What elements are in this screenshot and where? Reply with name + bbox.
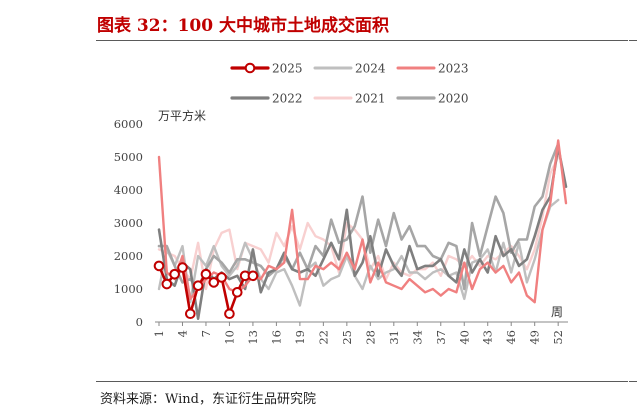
x-axis-unit-label: 周 bbox=[551, 305, 563, 319]
series-line-2022 bbox=[157, 145, 568, 321]
top-divider bbox=[96, 40, 628, 41]
y-tick-label-4000: 4000 bbox=[114, 183, 143, 197]
series-line-2020 bbox=[157, 142, 560, 291]
y-tick-label-2000: 2000 bbox=[114, 249, 143, 263]
x-tick-label-19: 19 bbox=[293, 330, 307, 345]
legend-label-2024: 2024 bbox=[355, 62, 386, 76]
series-point-2025-2 bbox=[161, 278, 173, 290]
chart-legend: 2025 2024 2023 2022 2021 2020 bbox=[230, 62, 469, 106]
y-tick-label-0: 0 bbox=[136, 315, 143, 329]
legend-label-2025: 2025 bbox=[272, 62, 303, 76]
legend-label-2020: 2020 bbox=[438, 92, 469, 106]
x-tick-label-43: 43 bbox=[481, 330, 495, 345]
adjacent-panel-bottom-divider bbox=[629, 381, 637, 382]
x-tick-label-1: 1 bbox=[152, 330, 166, 337]
series-point-2025-11 bbox=[231, 287, 243, 298]
x-tick-label-37: 37 bbox=[434, 330, 448, 345]
legend-label-2023: 2023 bbox=[438, 62, 469, 76]
x-tick-label-40: 40 bbox=[457, 330, 471, 345]
x-tick-label-28: 28 bbox=[363, 330, 377, 345]
chart-title: 图表 32：100 大中城市土地成交面积 bbox=[97, 16, 389, 36]
x-tick-label-25: 25 bbox=[340, 330, 354, 345]
legend-label-2021: 2021 bbox=[355, 92, 386, 106]
bottom-divider bbox=[96, 381, 628, 382]
y-tick-label-1000: 1000 bbox=[114, 282, 143, 296]
series-line-2024 bbox=[157, 198, 560, 307]
adjacent-panel-divider bbox=[629, 40, 637, 41]
x-tick-label-10: 10 bbox=[222, 330, 236, 345]
series-point-2025-7 bbox=[200, 268, 212, 280]
series-point-2025-6 bbox=[192, 280, 204, 292]
series-point-2025-10 bbox=[224, 308, 235, 320]
x-tick-label-46: 46 bbox=[504, 330, 518, 345]
source-note: 资料来源：Wind，东证衍生品研究院 bbox=[100, 392, 316, 407]
x-tick-label-13: 13 bbox=[246, 330, 260, 345]
legend-label-2022: 2022 bbox=[272, 92, 303, 106]
x-tick-label-52: 52 bbox=[551, 330, 565, 345]
x-axis-ticks: 1 4 7 10 13 16 19 22 25 28 31 34 37 40 43 46 49 52 bbox=[152, 322, 565, 345]
legend-marker-2025 bbox=[244, 62, 256, 74]
x-tick-label-16: 16 bbox=[269, 330, 283, 345]
y-tick-label-6000: 6000 bbox=[114, 117, 143, 131]
unit-label: 万平方米 bbox=[158, 108, 206, 123]
x-tick-label-4: 4 bbox=[175, 330, 189, 337]
series-point-2025-13 bbox=[247, 270, 259, 282]
plot-area bbox=[153, 139, 568, 321]
series-point-2025-8 bbox=[208, 277, 220, 288]
series-point-2025-5 bbox=[185, 308, 196, 320]
series-point-2025-1 bbox=[153, 260, 165, 272]
x-tick-label-22: 22 bbox=[316, 330, 330, 345]
x-tick-label-49: 49 bbox=[528, 330, 542, 345]
series-point-2025-9 bbox=[216, 272, 227, 283]
x-tick-label-7: 7 bbox=[199, 330, 213, 337]
y-tick-label-3000: 3000 bbox=[114, 216, 143, 230]
x-tick-label-34: 34 bbox=[410, 330, 424, 345]
series-point-2025-4 bbox=[177, 262, 188, 273]
x-tick-label-31: 31 bbox=[387, 330, 401, 345]
y-axis-ticks: 0 1000 2000 3000 4000 5000 6000 bbox=[114, 117, 143, 329]
series-point-2025-3 bbox=[169, 268, 180, 280]
y-tick-label-5000: 5000 bbox=[114, 150, 143, 164]
series-line-2023 bbox=[157, 139, 568, 304]
